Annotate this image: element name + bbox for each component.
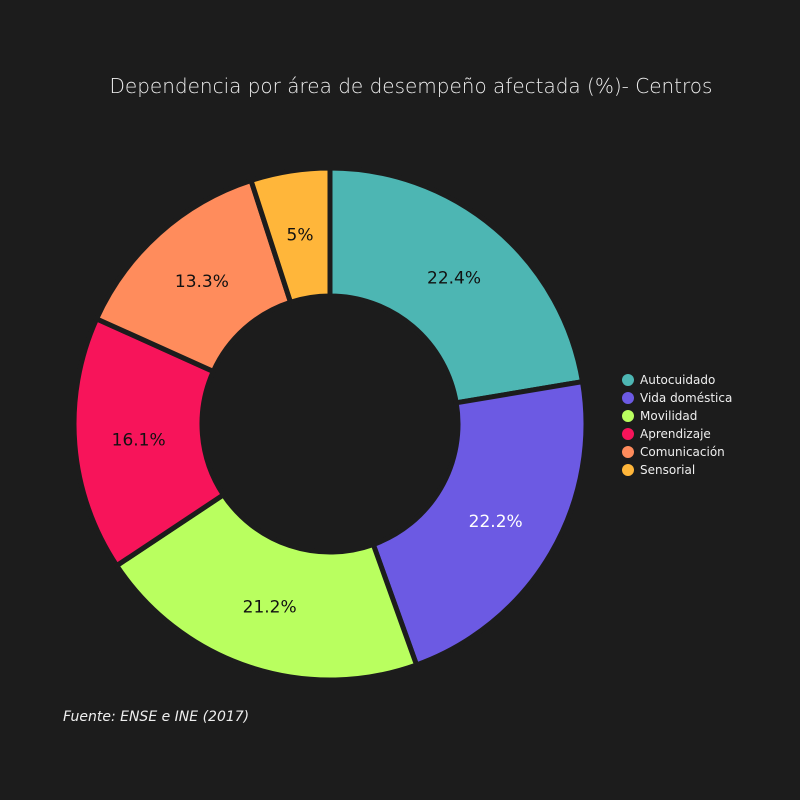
legend-swatch	[622, 374, 634, 386]
slice-comunicación[interactable]	[94, 177, 294, 374]
source-note: Fuente: ENSE e INE (2017)	[63, 709, 250, 725]
legend-label: Sensorial	[640, 463, 696, 477]
legend-swatch	[622, 446, 634, 458]
legend-label: Autocuidado	[640, 373, 716, 387]
legend-item[interactable]: Vida doméstica	[622, 389, 732, 407]
legend-swatch	[622, 392, 634, 404]
slice-label: 21.2%	[243, 597, 297, 617]
slice-label: 13.3%	[175, 272, 229, 292]
slice-label: 22.2%	[469, 512, 523, 532]
legend-label: Aprendizaje	[640, 427, 711, 441]
legend-swatch	[622, 428, 634, 440]
legend-item[interactable]: Aprendizaje	[622, 425, 732, 443]
slice-vida-doméstica[interactable]	[370, 379, 589, 668]
slice-aprendizaje[interactable]	[71, 316, 226, 569]
slice-label: 16.1%	[112, 431, 166, 451]
legend-label: Movilidad	[640, 409, 698, 423]
legend: Autocuidado Vida doméstica Movilidad Aprend…	[622, 371, 732, 479]
legend-label: Comunicación	[640, 445, 725, 459]
slice-label: 22.4%	[427, 268, 481, 288]
chart-title: Dependencia por área de desempeño afecta…	[109, 74, 713, 98]
legend-item[interactable]: Movilidad	[622, 407, 732, 425]
legend-item[interactable]: Comunicación	[622, 443, 732, 461]
legend-swatch	[622, 464, 634, 476]
slice-sensorial[interactable]	[248, 165, 333, 305]
slice-autocuidado[interactable]	[327, 165, 585, 406]
legend-item[interactable]: Sensorial	[622, 461, 732, 479]
slice-movilidad[interactable]	[114, 492, 420, 683]
legend-label: Vida doméstica	[640, 391, 733, 405]
legend-item[interactable]: Autocuidado	[622, 371, 732, 389]
legend-swatch	[622, 410, 634, 422]
slice-label: 5%	[287, 225, 314, 245]
